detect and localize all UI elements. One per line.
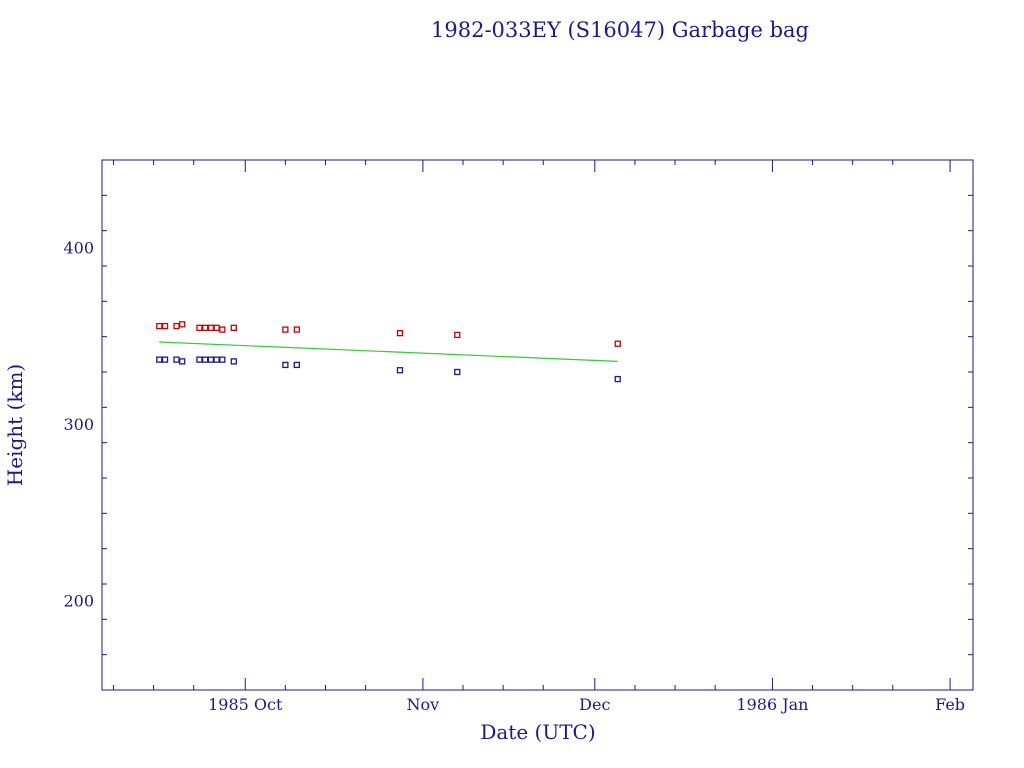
data-point xyxy=(196,324,203,331)
data-point xyxy=(213,356,220,363)
plot-frame xyxy=(101,159,974,691)
data-point xyxy=(196,356,203,363)
data-point xyxy=(230,324,237,331)
x-tick-label: Nov xyxy=(407,695,440,714)
y-axis-label: Height (km) xyxy=(3,364,27,486)
y-tick-label: 200 xyxy=(63,592,94,611)
x-tick-label: 1985 Oct xyxy=(208,695,283,714)
data-point xyxy=(293,361,300,369)
data-point xyxy=(156,322,163,330)
data-point xyxy=(201,324,209,331)
data-point xyxy=(179,358,186,365)
tick-labels: 1985 Oct Nov Dec 1986 Jan Feb 200 300 400 xyxy=(63,238,965,714)
data-point xyxy=(396,329,404,337)
series-layer xyxy=(156,321,621,383)
x-axis-label: Date (UTC) xyxy=(480,720,595,744)
y-tick-label: 300 xyxy=(63,415,94,434)
data-point xyxy=(201,356,209,363)
trend-line xyxy=(159,341,618,362)
data-point xyxy=(173,356,180,363)
data-point xyxy=(161,356,169,363)
x-tick-label: Dec xyxy=(579,695,610,714)
data-point xyxy=(282,326,289,333)
data-point xyxy=(614,340,621,347)
chart-title: 1982-033EY (S16047) Garbage bag xyxy=(431,18,809,42)
data-point xyxy=(282,361,289,369)
data-point xyxy=(454,331,461,339)
data-point xyxy=(219,356,226,363)
data-point xyxy=(396,367,404,374)
data-point xyxy=(213,324,220,331)
x-tick-label: Feb xyxy=(935,695,965,714)
data-point xyxy=(179,321,186,328)
data-point xyxy=(161,322,169,330)
data-point xyxy=(230,358,237,365)
x-tick-label: 1986 Jan xyxy=(736,695,808,714)
data-point xyxy=(219,326,226,333)
axis-ticks xyxy=(102,159,973,691)
data-point xyxy=(207,356,215,363)
data-point xyxy=(156,356,163,363)
data-point xyxy=(293,326,300,333)
data-point xyxy=(454,368,461,376)
y-tick-label: 400 xyxy=(63,238,94,257)
data-point xyxy=(614,375,621,383)
data-point xyxy=(173,322,180,330)
data-point xyxy=(207,324,215,331)
